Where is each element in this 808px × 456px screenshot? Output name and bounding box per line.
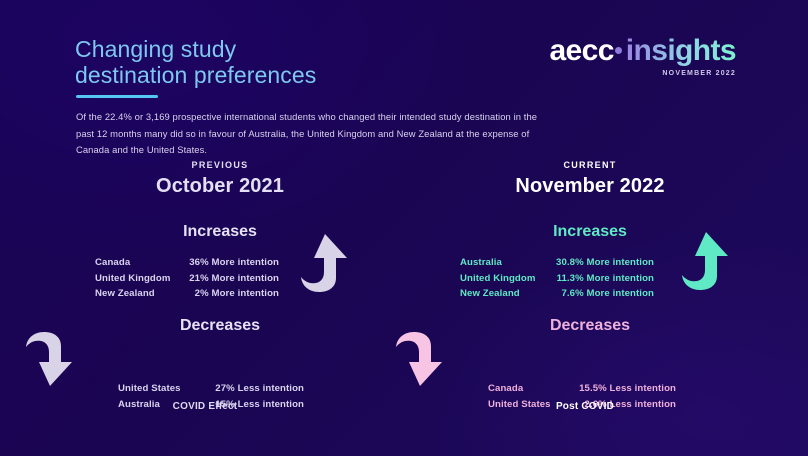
current-increases-heading: Increases [553, 223, 627, 240]
logo-wordmark: aecc insights [549, 35, 736, 67]
current-era-date: November 2022 [515, 175, 665, 197]
table-row: United Kingdom 21% More intention [95, 271, 279, 287]
table-row: Canada 36% More intention [95, 255, 279, 271]
arrow-down-icon [390, 330, 450, 393]
value-label: 2.6% Less intention [584, 398, 676, 410]
current-increases-block: Australia 30.8% More intention United Ki… [410, 255, 770, 317]
previous-decreases-heading: Decreases [179, 317, 261, 334]
value-label: 15% Less intention [215, 398, 304, 410]
value-label: 30.8% More intention [556, 257, 654, 268]
intro-paragraph: Of the 22.4% or 3,169 prospective intern… [76, 111, 538, 155]
logo-product-text: insights [625, 34, 737, 67]
previous-decreases-rows: United States 27% Less intention Austral… [118, 381, 304, 412]
aecc-insights-logo: aecc insights NOVEMBER 2022 [549, 35, 736, 78]
table-row: United States 27% Less intention [118, 381, 304, 397]
arrow-up-icon [295, 232, 355, 299]
previous-footer-label: COVID Effect [172, 401, 238, 412]
country-label: Canada [488, 383, 524, 394]
previous-increases-block: Canada 36% More intention United Kingdom… [40, 255, 400, 317]
current-footer-label: Post COVID [555, 401, 615, 412]
value-label: 36% More intention [189, 257, 279, 268]
country-label: Australia [460, 257, 502, 268]
previous-decreases-block: United States 27% Less intention Austral… [40, 349, 400, 410]
table-row: Canada 15.5% Less intention [488, 381, 676, 397]
table-row: New Zealand 7.6% More intention [460, 286, 654, 302]
previous-increases-heading: Increases [183, 223, 257, 240]
page-title: Changing study destination preferences [75, 36, 316, 88]
current-increases-rows: Australia 30.8% More intention United Ki… [460, 255, 654, 302]
previous-increases-rows: Canada 36% More intention United Kingdom… [95, 255, 279, 302]
panel-previous: PREVIOUS October 2021 Increases Canada 3… [40, 160, 400, 410]
country-label: United Kingdom [460, 272, 536, 284]
table-row: New Zealand 2% More intention [95, 286, 279, 302]
table-row: United States 2.6% Less intention [488, 397, 676, 413]
title-underline-rule [76, 95, 158, 98]
table-row: United Kingdom 11.3% More intention [460, 271, 654, 287]
value-label: 7.6% More intention [561, 288, 654, 299]
country-label: New Zealand [95, 288, 155, 299]
value-label: 15.5% Less intention [579, 383, 676, 394]
country-label: United States [118, 383, 181, 394]
logo-brand-text: aecc [549, 34, 614, 67]
table-row: Australia 30.8% More intention [460, 255, 654, 271]
arrow-down-icon [20, 330, 80, 393]
current-decreases-heading: Decreases [549, 317, 631, 334]
logo-date-label: NOVEMBER 2022 [662, 70, 736, 77]
arrow-up-icon [676, 230, 736, 297]
country-label: Australia [118, 398, 160, 410]
current-decreases-block: Canada 15.5% Less intention United State… [410, 349, 770, 410]
current-era-label: CURRENT [563, 160, 617, 170]
page-title-line2: destination preferences [75, 62, 317, 88]
table-row: Australia 15% Less intention [118, 397, 304, 413]
value-label: 21% More intention [189, 272, 279, 284]
value-label: 2% More intention [194, 288, 279, 299]
previous-era-label: PREVIOUS [191, 160, 249, 170]
country-label: United Kingdom [95, 272, 171, 284]
current-decreases-rows: Canada 15.5% Less intention United State… [488, 381, 676, 412]
country-label: Canada [95, 257, 131, 268]
value-label: 11.3% More intention [556, 272, 654, 284]
country-label: New Zealand [460, 288, 520, 299]
page-title-line1: Changing study [75, 36, 237, 62]
previous-era-date: October 2021 [156, 175, 284, 197]
country-label: United States [488, 398, 551, 410]
value-label: 27% Less intention [215, 383, 304, 394]
logo-dot-icon [614, 46, 622, 54]
panel-current: CURRENT November 2022 Increases Australi… [410, 160, 770, 410]
